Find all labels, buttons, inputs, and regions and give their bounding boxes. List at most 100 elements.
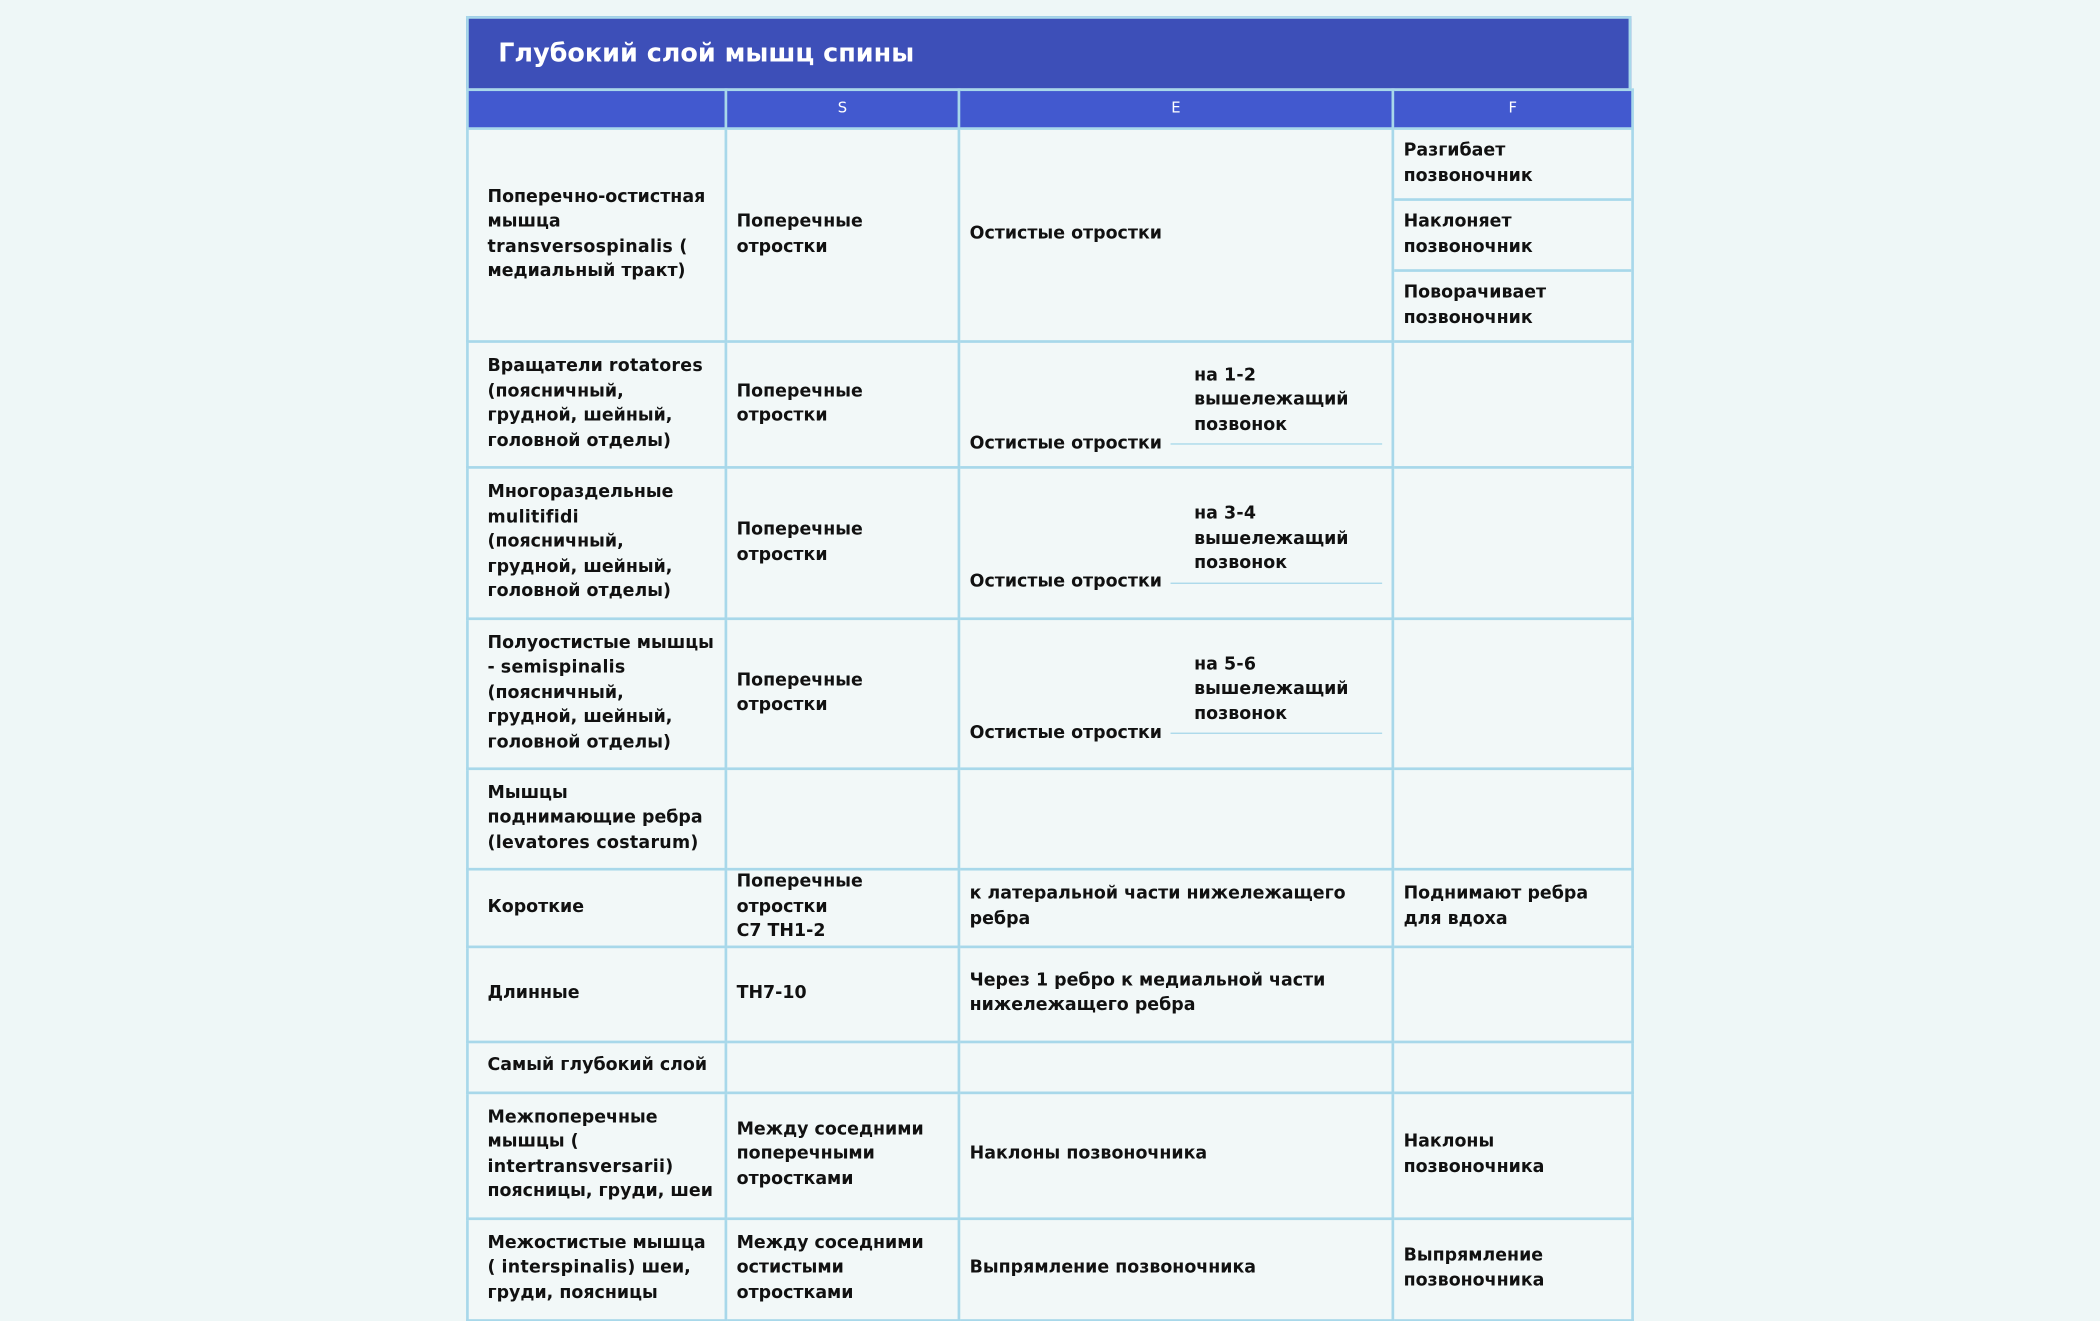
- e-cell: к латеральной части нижележащего ребра: [957, 867, 1395, 948]
- header-cell: S: [724, 88, 961, 130]
- text: Поперечные отростки: [736, 519, 863, 565]
- row: Короткие Поперечные отростки C7 TH1-2 к лат…: [466, 867, 1634, 948]
- text: на: [1194, 503, 1218, 524]
- text: mulitifidi: [487, 507, 579, 528]
- s-cell: Поперечные отростки: [724, 127, 961, 343]
- s-cell: Поперечные отростки: [724, 617, 961, 771]
- name-cell: Длинные: [466, 944, 728, 1043]
- text: Длинные: [487, 982, 580, 1003]
- e-note: на 1-2 вышележащий позвонок: [1170, 364, 1383, 445]
- f-cell: Разгибает позвоночник Наклоняет позвоночн…: [1391, 127, 1634, 343]
- s-cell: Поперечные отростки: [724, 340, 961, 469]
- row: Полуостистые мышцы - semispinalis (поясн…: [466, 617, 1634, 771]
- s-cell: Поперечные отростки C7 TH1-2: [724, 867, 961, 948]
- name-cell: Полуостистые мышцы - semispinalis (поясн…: [466, 617, 728, 771]
- text: Полуостистые мышцы -: [487, 633, 714, 679]
- f-cell: Поднимают ребра для вдоха: [1391, 867, 1634, 948]
- text: Между соседними поперечными отростками: [736, 1119, 924, 1189]
- f-cell: Наклоны позвоночника: [1391, 1090, 1634, 1220]
- s-line: Поперечные отростки: [737, 518, 949, 568]
- text: вышележащий позвонок: [1194, 679, 1349, 725]
- e-cell: Выпрямление позвоночника: [957, 1216, 1395, 1321]
- e-cell: Через 1 ребро к медиальной части нижележ…: [957, 944, 1395, 1043]
- text: semispinalis: [500, 657, 626, 679]
- text: вышележащий позвонок: [1194, 528, 1349, 574]
- body: {"header":{"title":"Глубокий слой мышц с…: [466, 16, 1634, 1321]
- row: Межостистые мышца ( interspinalis) шеи, …: [466, 1216, 1634, 1321]
- s-line: TH7-10: [737, 981, 949, 1006]
- s-line: Поперечные отростки: [737, 210, 949, 260]
- row: Самый глубокий слой: [466, 1039, 1634, 1094]
- text: Межпоперечные мышцы (: [487, 1106, 658, 1152]
- s-cell: Между соседними поперечными отростками: [724, 1090, 961, 1220]
- text: Мышцы поднимающие ребра: [487, 783, 703, 829]
- text: Через: [969, 970, 1030, 991]
- text: 5-6: [1224, 654, 1257, 675]
- text: Наклоны позвоночника: [969, 1144, 1208, 1165]
- s-line: Поперечные отростки: [737, 871, 949, 921]
- text: Самый глубокий слой: [487, 1055, 708, 1076]
- header-cell: [466, 88, 728, 130]
- row: Мышцы поднимающие ребра (levatores costa…: [466, 767, 1634, 871]
- e-cell: Остистые отростки: [957, 127, 1395, 343]
- e-text: Остистые отростки: [969, 722, 1162, 743]
- f-cell: [1391, 466, 1634, 621]
- header-cell: E: [957, 88, 1395, 130]
- f-cell: [1391, 617, 1634, 771]
- name-cell: Мышцы поднимающие ребра (levatores costa…: [466, 767, 728, 871]
- s-cell: [724, 767, 961, 871]
- f-item: Поворачивает позвоночник: [1403, 282, 1547, 328]
- text: Поперечные отростки: [736, 381, 863, 426]
- e-note: на 5-6 вышележащий позвонок: [1170, 653, 1383, 735]
- e-cell: Остистые отростки на 5-6 вышележащий позв…: [957, 617, 1395, 771]
- text: C7 TH1-2: [736, 921, 826, 942]
- e-cell: [957, 1039, 1395, 1094]
- row: Длинные TH7-10 Через 1 ребро к медиальной …: [466, 944, 1634, 1043]
- title: Глубокий слой мышц спины: [466, 16, 1632, 89]
- header-cell: F: [1391, 88, 1634, 130]
- e-text: Остистые отростки: [969, 433, 1162, 454]
- text: (levatores costarum): [487, 832, 699, 853]
- text: Поперечно-остистная мышца: [487, 186, 706, 232]
- text: Поперечные отростки: [736, 871, 863, 917]
- text: interspinalis): [501, 1257, 636, 1279]
- name-cell: Многораздельные mulitifidi (поясничный, …: [466, 466, 728, 621]
- text: Остистые отростки: [969, 223, 1162, 245]
- f-item: Разгибает позвоночник: [1394, 130, 1632, 201]
- s-line: Поперечные отростки: [737, 380, 949, 430]
- name-cell: Вращатели rotatores (поясничный, грудной…: [466, 340, 728, 469]
- f-cell: [1391, 340, 1634, 469]
- text: rotatores: [608, 356, 703, 377]
- f-cell: [1391, 1039, 1634, 1094]
- text: Поперечные отростки: [736, 670, 863, 716]
- e-cell: Наклоны позвоночника: [957, 1090, 1395, 1220]
- row: Межпоперечные мышцы ( intertransversarii…: [466, 1090, 1634, 1220]
- text: на: [1194, 365, 1218, 386]
- name-cell: Поперечно-остистная мышца transversospin…: [466, 127, 728, 343]
- text: (поясничный, грудной, шейный, головной о…: [487, 532, 673, 602]
- text: поясницы, груди, шеи: [487, 1181, 713, 1202]
- e-text: Остистые отростки: [969, 572, 1162, 593]
- s-line: C7 TH1-2: [737, 920, 949, 945]
- text: Поперечные отростки: [736, 211, 863, 257]
- s-line: Поперечные отростки: [737, 669, 949, 719]
- f-cell: [1391, 944, 1634, 1043]
- row: Многораздельные mulitifidi (поясничный, …: [466, 466, 1634, 621]
- name-cell: Межостистые мышца ( interspinalis) шеи, …: [466, 1216, 728, 1321]
- tbody: Поперечно-остистная мышца transversospin…: [466, 127, 1634, 1321]
- page: Глубокий слой мышц спины html, body { ma…: [466, 16, 1634, 1321]
- name-cell: Короткие: [466, 867, 728, 948]
- e-cell: Остистые отростки на 3-4 вышележащий позв…: [957, 466, 1395, 621]
- text: transversospinalis (: [487, 236, 688, 257]
- text: медиальный тракт): [487, 261, 686, 282]
- text: (поясничный, грудной, шейный, головной о…: [487, 381, 673, 451]
- text: Выпрямление позвоночника: [969, 1257, 1257, 1279]
- e-split: Остистые отростки на 5-6 вышележащий позв…: [970, 653, 1383, 743]
- text: Короткие: [487, 896, 585, 917]
- text: 1: [1035, 970, 1049, 991]
- s-line: Между соседними поперечными отростками: [737, 1118, 949, 1192]
- text: 1-2: [1224, 365, 1257, 386]
